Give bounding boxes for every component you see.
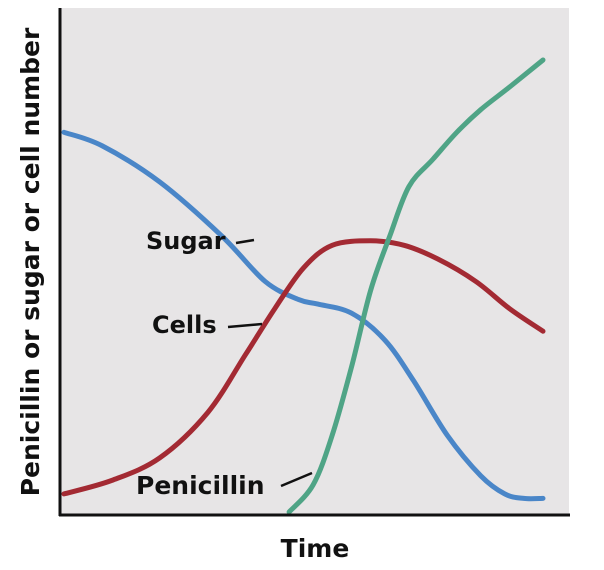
series-line-sugar bbox=[61, 129, 546, 502]
x-axis-title: Time bbox=[281, 534, 350, 563]
series-label-cells: Cells bbox=[152, 311, 217, 339]
series-layer bbox=[61, 57, 546, 515]
series-label-sugar: Sugar bbox=[146, 227, 226, 255]
series-leader-sugar bbox=[235, 238, 255, 245]
series-leader-penicillin bbox=[280, 471, 313, 488]
plot-area bbox=[60, 8, 569, 515]
series-leader-cells bbox=[227, 322, 263, 329]
y-axis-title: Penicillin or sugar or cell number bbox=[16, 27, 45, 496]
series-label-penicillin: Penicillin bbox=[136, 471, 265, 500]
label-layer: Sugar Cells Penicillin bbox=[136, 227, 313, 500]
series-line-cells bbox=[61, 238, 546, 497]
series-line-penicillin bbox=[286, 57, 546, 515]
